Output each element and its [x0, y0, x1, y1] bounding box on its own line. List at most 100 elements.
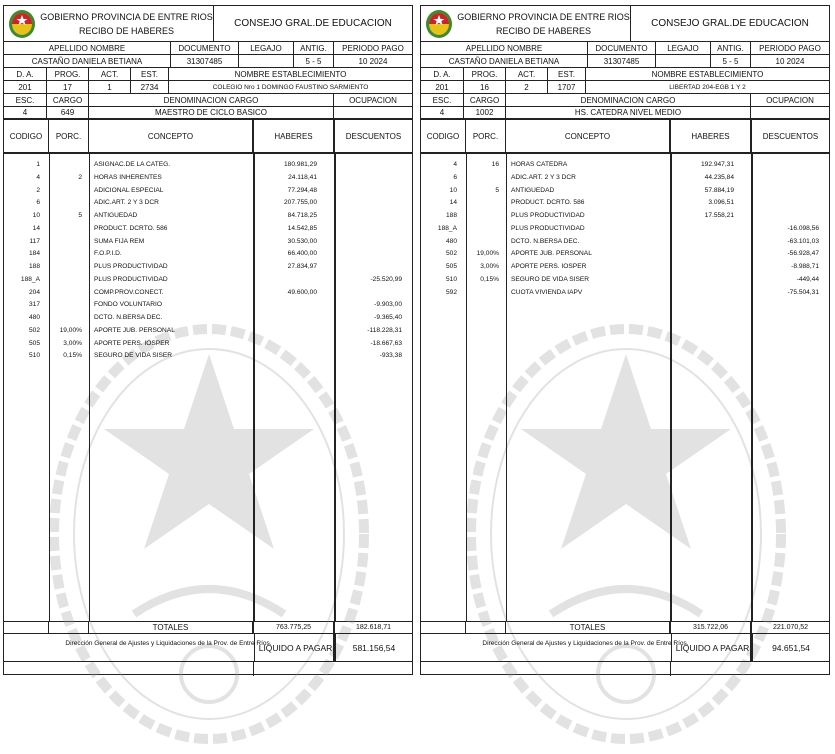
totals-label: TOTALES — [89, 621, 254, 633]
cell-descuentos: -75.504,31 — [787, 288, 819, 296]
cell-concepto: SUMA FIJA REM — [94, 237, 145, 245]
cell-concepto: PLUS PRODUCTIVIDAD — [511, 212, 585, 219]
cell-codigo: 10 — [449, 186, 457, 194]
cell-haberes: 77.294,48 — [287, 186, 317, 194]
table-row: 10 5 ANTIGUEDAD 57.884,19 — [421, 185, 829, 197]
table-row: 592 CUOTA VIVIENDA IAPV -75.504,31 — [421, 287, 829, 299]
col-periodo: PERIODO PAGO — [342, 43, 404, 53]
col-da: D. A. — [421, 68, 464, 80]
col-codigo: CODIGO — [421, 120, 466, 152]
cell-codigo: 10 — [32, 212, 40, 219]
table-row: 480 DCTO. N.BERSA DEC. -63.101,03 — [421, 236, 829, 248]
cell-porc: 3,00% — [480, 263, 499, 270]
cell-haberes: 57.884,19 — [704, 186, 734, 194]
col-act: ACT. — [89, 68, 131, 80]
cell-descuentos: -9.903,00 — [374, 301, 402, 309]
net-pay-label: LIQUIDO A PAGAR — [254, 634, 336, 662]
cell-concepto: APORTE PERS. IOSPER — [94, 339, 170, 347]
cell-descuentos: -56.928,47 — [787, 250, 819, 258]
col-esc: ESC. — [4, 94, 47, 106]
cargo-value: 649 — [47, 107, 89, 118]
table-row: 502 19,00% APORTE JUB. PERSONAL -56.928,47 — [421, 248, 829, 260]
cell-concepto: SEGURO DE VIDA SISER — [511, 275, 590, 283]
employee-name: CASTAÑO DANIELA BETIANA — [421, 55, 588, 67]
col-documento: DOCUMENTO — [171, 42, 239, 54]
table-row: 502 19,00% APORTE JUB. PERSONAL -118.228,31 — [4, 325, 412, 337]
col-haberes: HABERES — [671, 120, 752, 152]
legajo-value — [239, 55, 294, 67]
col-prog: PROG. — [464, 68, 506, 80]
cell-concepto: PRODUCT. DCRTO. 586 — [94, 224, 168, 232]
net-pay-row: Dirección General de Ajustes y Liquidaci… — [4, 634, 412, 662]
establishment-name: LIBERTAD 204-EGB 1 Y 2 — [669, 83, 746, 91]
issuer-note: Dirección General de Ajustes y Liquidaci… — [482, 640, 689, 647]
col-cargo: CARGO — [47, 94, 89, 106]
cell-codigo: 6 — [36, 199, 40, 207]
cell-descuentos: -933,38 — [379, 352, 402, 360]
table-row: 6 ADIC.ART. 2 Y 3 DCR 44.235,84 — [421, 172, 829, 184]
government-title: GOBIERNO PROVINCIA DE ENTRE RIOS — [40, 11, 213, 22]
total-haberes: 315.722,06 — [671, 621, 752, 633]
cell-descuentos: -63.101,03 — [787, 237, 819, 245]
est-value: 2734 — [131, 81, 169, 93]
cell-codigo: 188_A — [437, 224, 457, 232]
cell-haberes: 30.530,00 — [287, 237, 317, 245]
cell-descuentos: -8.988,71 — [791, 263, 819, 270]
table-row: 14 PRODUCT. DCRTO. 586 14.542,85 — [4, 223, 412, 235]
cell-haberes: 44.235,84 — [704, 173, 734, 181]
employee-name: CASTAÑO DANIELA BETIANA — [4, 55, 171, 67]
items-table: 1 ASIGNAC.DE LA CATEG. 180.981,29 4 2 HORAS I… — [4, 154, 412, 744]
act-value: 2 — [506, 81, 548, 93]
cell-porc: 5 — [78, 212, 82, 219]
cell-porc: 0,15% — [63, 352, 82, 360]
coat-of-arms-watermark-icon — [466, 324, 786, 744]
col-est: EST. — [131, 68, 169, 80]
ocupacion-value — [751, 107, 829, 118]
cell-porc: 0,15% — [480, 275, 499, 283]
cell-codigo: 204 — [28, 288, 40, 296]
receipt-title: RECIBO DE HABERES — [495, 25, 592, 36]
cell-haberes: 27.834,97 — [287, 263, 317, 270]
cell-concepto: FONDO VOLUNTARIO — [94, 301, 163, 309]
cell-concepto: APORTE JUB. PERSONAL — [511, 250, 592, 258]
ocupacion-value — [334, 107, 412, 118]
col-descuentos: DESCUENTOS — [345, 131, 402, 141]
receipt-title: RECIBO DE HABERES — [78, 25, 175, 36]
col-descuentos: DESCUENTOS — [762, 131, 819, 141]
cell-codigo: 317 — [28, 301, 40, 309]
cell-codigo: 188_A — [20, 275, 40, 283]
items-table: 4 16 HORAS CATEDRA 192.947,31 6 ADIC.ART. 2 Y… — [421, 154, 829, 744]
cell-concepto: APORTE JUB. PERSONAL — [94, 326, 175, 334]
cell-porc: 16 — [491, 161, 499, 168]
government-title: GOBIERNO PROVINCIA DE ENTRE RIOS — [457, 11, 630, 22]
totals-row: TOTALES 315.722,06 221.070,52 — [421, 621, 829, 634]
cell-codigo: 480 — [28, 314, 40, 321]
col-act: ACT. — [506, 68, 548, 80]
cell-concepto: COMP.PROV.CONECT. — [94, 288, 164, 296]
cell-concepto: HORAS INHERENTES — [94, 173, 162, 181]
cell-concepto: ANTIGUEDAD — [94, 212, 138, 219]
table-row: 4 2 HORAS INHERENTES 24.118,41 — [4, 172, 412, 184]
table-row: 14 PRODUCT. DCRTO. 586 3.096,51 — [421, 197, 829, 209]
table-row: 204 COMP.PROV.CONECT. 49.600,00 — [4, 287, 412, 299]
province-logo-icon — [426, 9, 452, 38]
table-row: 317 FONDO VOLUNTARIO -9.903,00 — [4, 299, 412, 311]
cell-descuentos: -25.520,99 — [370, 275, 402, 283]
cell-haberes: 14.542,85 — [287, 224, 317, 232]
cell-codigo: 505 — [28, 339, 40, 347]
cell-codigo: 184 — [28, 250, 40, 258]
cell-haberes: 17.558,21 — [704, 212, 734, 219]
table-row: 505 3,00% APORTE PERS. IOSPER -18.667,63 — [4, 338, 412, 350]
cell-concepto: SEGURO DE VIDA SISER — [94, 352, 173, 360]
cell-haberes: 84.718,25 — [287, 212, 317, 219]
cell-concepto: ADIC.ART. 2 Y 3 DCR — [511, 173, 576, 181]
cell-concepto: F.O.P.I.D. — [94, 250, 122, 258]
col-concepto: CONCEPTO — [506, 120, 671, 152]
col-denominacion: DENOMINACION CARGO — [506, 94, 751, 106]
table-row: 188 PLUS PRODUCTIVIDAD 27.834,97 — [4, 261, 412, 273]
col-establecimiento: NOMBRE ESTABLECIMIENTO — [651, 69, 764, 79]
cell-porc: 5 — [495, 186, 499, 194]
document-number: 31307485 — [588, 55, 656, 67]
totals-label: TOTALES — [506, 621, 671, 633]
pay-period: 10 2024 — [358, 56, 388, 66]
